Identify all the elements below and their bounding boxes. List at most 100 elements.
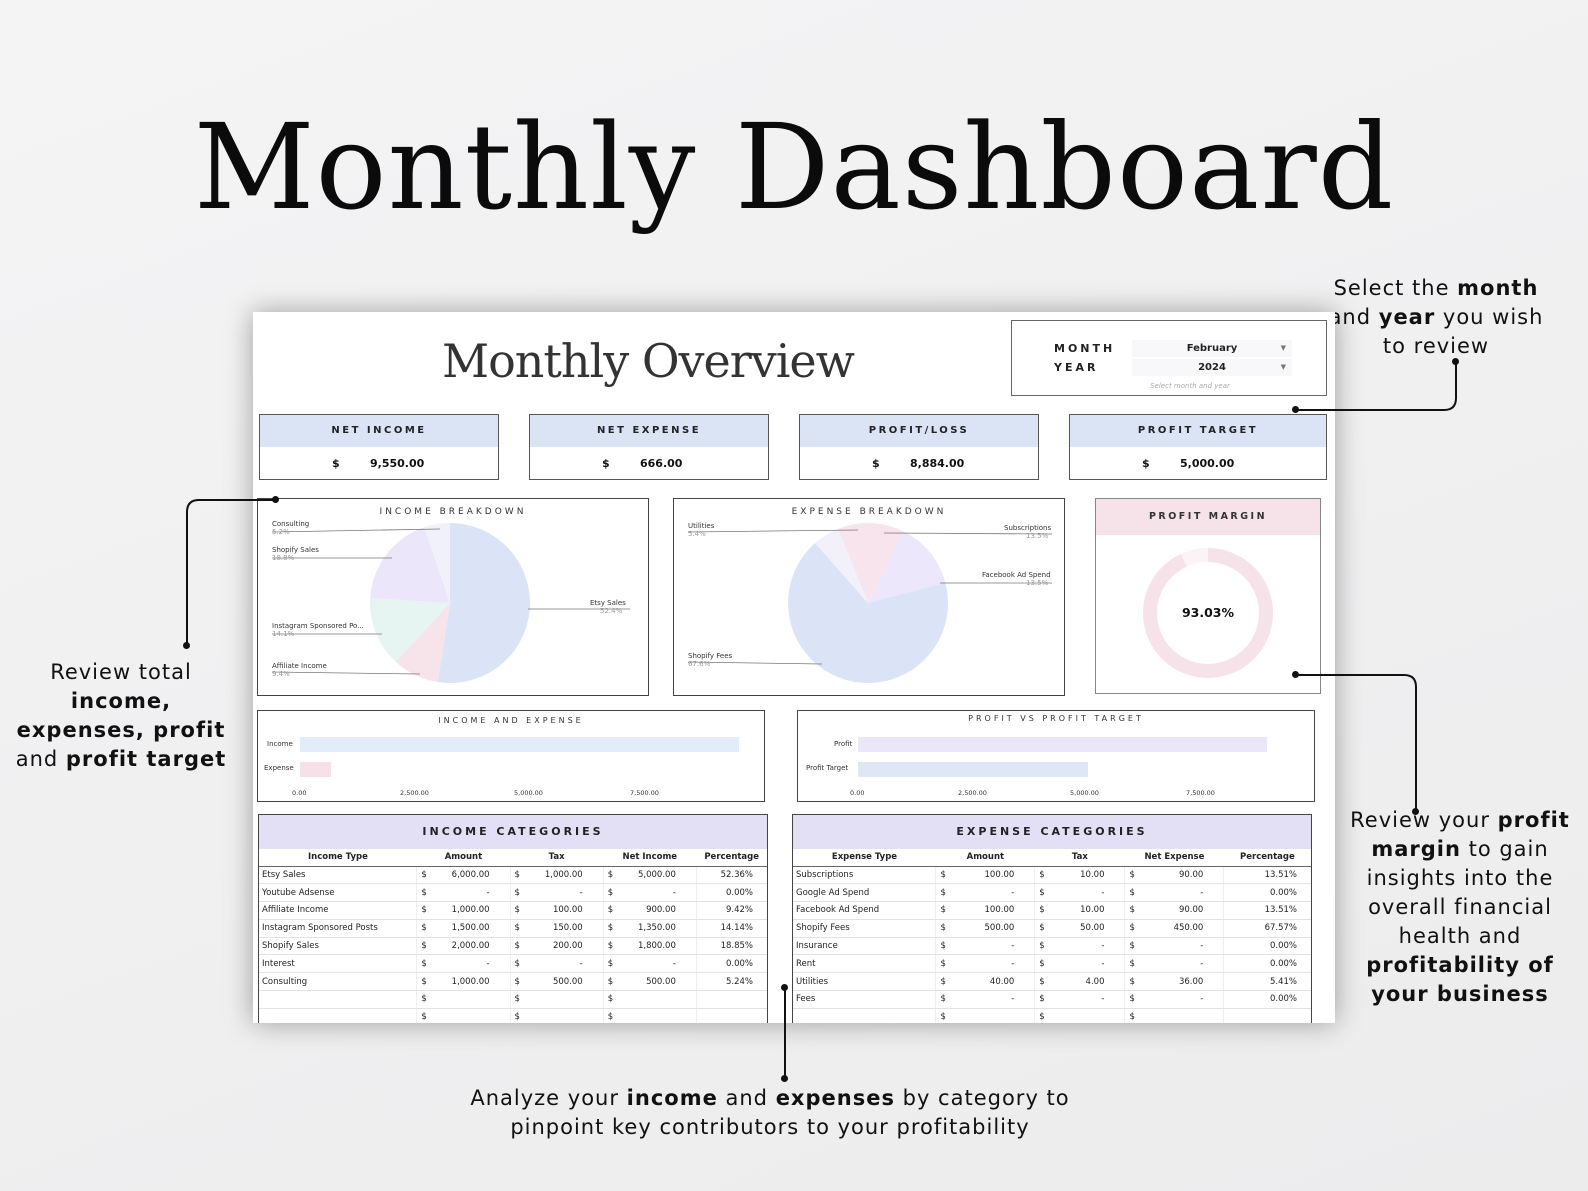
table-cell[interactable]: 100.00 (949, 866, 1035, 885)
table-cell[interactable]: 100.00 (949, 901, 1035, 920)
table-cell[interactable]: $ (935, 937, 950, 956)
table-cell[interactable]: - (1138, 937, 1224, 956)
table-cell[interactable]: $ (1034, 901, 1049, 920)
table-cell[interactable]: 14.14% (695, 919, 767, 938)
table-cell[interactable]: Shopify Sales (259, 937, 417, 956)
table-cell[interactable]: $ (416, 901, 431, 920)
table-cell[interactable]: 10.00 (1048, 901, 1125, 920)
table-cell[interactable]: $ (416, 954, 431, 974)
table-cell[interactable]: $ (416, 937, 431, 956)
table-cell[interactable]: $ (1034, 972, 1049, 992)
table-cell[interactable] (793, 1008, 936, 1023)
table-cell[interactable]: $ (935, 972, 950, 992)
table-cell[interactable]: $ (416, 866, 431, 885)
table-cell[interactable]: 13.51% (1223, 901, 1311, 920)
table-cell[interactable]: - (524, 883, 604, 903)
table-cell[interactable]: 9.42% (695, 901, 767, 920)
table-cell[interactable]: 2,000.00 (430, 937, 511, 956)
table-cell[interactable]: $ (1124, 990, 1139, 1009)
table-cell[interactable]: Etsy Sales (259, 866, 417, 885)
table-cell[interactable]: $ (416, 1008, 431, 1023)
table-cell[interactable] (524, 990, 604, 1009)
table-cell[interactable]: Facebook Ad Spend (793, 901, 936, 920)
table-cell[interactable]: Youtube Adsense (259, 883, 417, 903)
table-cell[interactable]: 500.00 (949, 919, 1035, 938)
table-cell[interactable]: $ (509, 901, 525, 920)
table-cell[interactable]: 5.24% (695, 972, 767, 992)
table-cell[interactable]: $ (509, 883, 525, 903)
table-cell[interactable]: 0.00% (1223, 990, 1311, 1009)
table-cell[interactable]: 0.00% (1223, 937, 1311, 956)
table-cell[interactable]: Instagram Sponsored Posts (259, 919, 417, 938)
table-cell[interactable]: 5.41% (1223, 972, 1311, 992)
table-cell[interactable]: Fees (793, 990, 936, 1009)
table-cell[interactable]: Affiliate Income (259, 901, 417, 920)
table-cell[interactable]: 0.00% (695, 883, 767, 903)
table-cell[interactable]: $ (935, 901, 950, 920)
table-cell[interactable]: $ (935, 866, 950, 885)
table-cell[interactable]: Google Ad Spend (793, 883, 936, 903)
table-cell[interactable] (617, 990, 697, 1009)
table-cell[interactable]: 150.00 (524, 919, 604, 938)
table-cell[interactable]: $ (602, 972, 618, 992)
table-cell[interactable]: Interest (259, 954, 417, 974)
table-cell[interactable] (259, 1008, 417, 1023)
table-cell[interactable]: 1,800.00 (617, 937, 697, 956)
table-cell[interactable]: $ (1034, 883, 1049, 903)
table-cell[interactable]: - (1048, 990, 1125, 1009)
table-cell[interactable] (524, 1008, 604, 1023)
table-cell[interactable]: 90.00 (1138, 866, 1224, 885)
table-cell[interactable]: $ (416, 919, 431, 938)
table-cell[interactable]: 50.00 (1048, 919, 1125, 938)
table-cell[interactable]: - (949, 954, 1035, 974)
table-cell[interactable]: $ (1124, 937, 1139, 956)
table-cell[interactable]: 450.00 (1138, 919, 1224, 938)
table-cell[interactable]: $ (935, 954, 950, 974)
table-cell[interactable]: Utilities (793, 972, 936, 992)
year-select[interactable]: 2024 ▼ (1132, 359, 1292, 376)
table-cell[interactable]: $ (509, 954, 525, 974)
table-cell[interactable]: $ (602, 954, 618, 974)
table-cell[interactable]: $ (602, 866, 618, 885)
table-cell[interactable]: Rent (793, 954, 936, 974)
table-cell[interactable]: - (1048, 883, 1125, 903)
table-cell[interactable]: $ (935, 883, 950, 903)
table-cell[interactable]: $ (509, 937, 525, 956)
table-cell[interactable] (695, 990, 767, 1009)
table-cell[interactable] (617, 1008, 697, 1023)
table-cell[interactable]: 1,000.00 (430, 972, 511, 992)
table-cell[interactable]: $ (1034, 866, 1049, 885)
table-cell[interactable]: 100.00 (524, 901, 604, 920)
table-cell[interactable]: - (949, 990, 1035, 1009)
table-cell[interactable]: $ (509, 866, 525, 885)
table-cell[interactable]: 10.00 (1048, 866, 1125, 885)
table-cell[interactable]: $ (602, 990, 618, 1009)
table-cell[interactable]: 18.85% (695, 937, 767, 956)
table-cell[interactable]: 1,000.00 (430, 901, 511, 920)
table-cell[interactable]: $ (416, 990, 431, 1009)
month-select[interactable]: February ▼ (1132, 340, 1292, 357)
table-cell[interactable]: - (1138, 990, 1224, 1009)
table-cell[interactable]: $ (602, 919, 618, 938)
table-cell[interactable]: 40.00 (949, 972, 1035, 992)
table-cell[interactable]: $ (1034, 919, 1049, 938)
table-cell[interactable] (1223, 1008, 1311, 1023)
table-cell[interactable]: $ (1124, 972, 1139, 992)
table-cell[interactable]: 36.00 (1138, 972, 1224, 992)
table-cell[interactable]: $ (1034, 954, 1049, 974)
table-cell[interactable]: 0.00% (1223, 954, 1311, 974)
table-cell[interactable]: $ (1124, 954, 1139, 974)
table-cell[interactable]: $ (602, 901, 618, 920)
table-cell[interactable]: $ (935, 1008, 950, 1023)
table-cell[interactable]: - (1138, 883, 1224, 903)
table-cell[interactable]: $ (1124, 883, 1139, 903)
table-cell[interactable]: 0.00% (1223, 883, 1311, 903)
table-cell[interactable]: $ (935, 990, 950, 1009)
table-cell[interactable]: - (430, 954, 511, 974)
table-cell[interactable]: $ (602, 1008, 618, 1023)
table-cell[interactable]: $ (1034, 990, 1049, 1009)
table-cell[interactable]: 1,350.00 (617, 919, 697, 938)
table-cell[interactable]: - (1048, 954, 1125, 974)
table-cell[interactable] (259, 990, 417, 1009)
table-cell[interactable]: 1,500.00 (430, 919, 511, 938)
